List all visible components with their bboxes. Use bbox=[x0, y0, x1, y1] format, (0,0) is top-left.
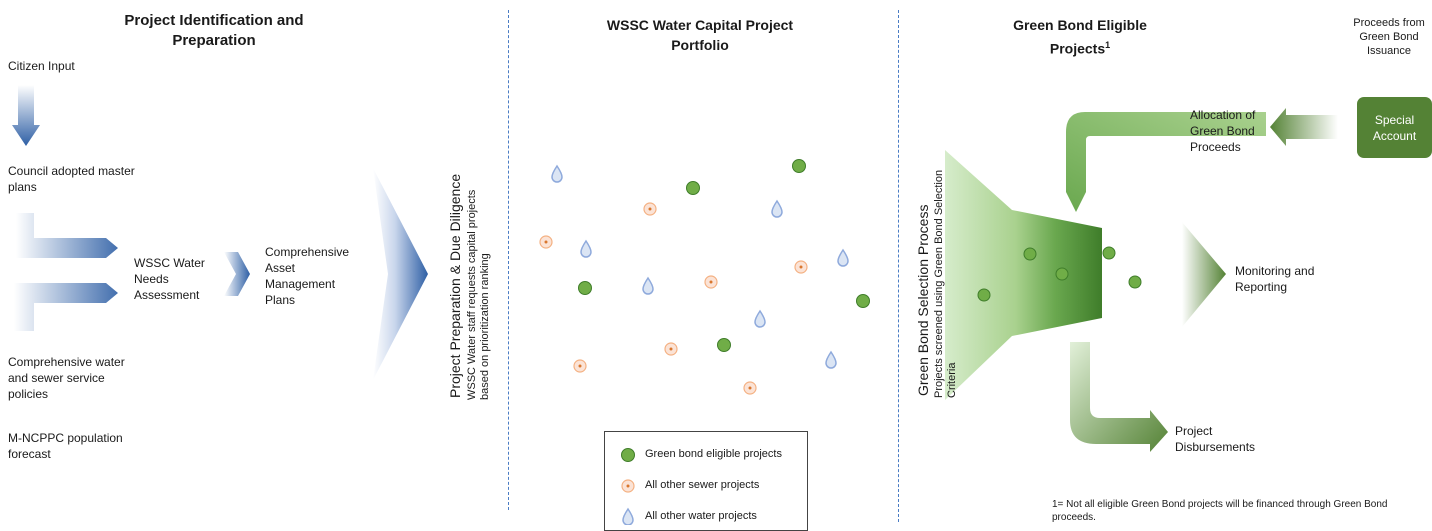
sewer-project-dot bbox=[664, 342, 678, 356]
water-project-drops bbox=[551, 164, 849, 369]
funnel-dot bbox=[1055, 267, 1069, 281]
monitoring-arrow bbox=[1182, 222, 1226, 327]
allocation-label: Allocation of Green Bond Proceeds bbox=[1190, 108, 1256, 154]
special-account-box: Special Account bbox=[1357, 97, 1432, 158]
green-bond-title-text: Green Bond Eligible Projects bbox=[1013, 17, 1147, 57]
footnote-text: 1= Not all eligible Green Bond projects … bbox=[1052, 499, 1388, 523]
disbursements-label: Project Disbursements bbox=[1175, 424, 1256, 454]
funnel-dot bbox=[977, 288, 991, 302]
sewer-project-dot bbox=[539, 235, 553, 249]
selection-process-title: Green Bond Selection Process bbox=[915, 204, 931, 396]
water-drop-icon bbox=[580, 239, 592, 258]
sewer-project-dot bbox=[573, 359, 587, 373]
special-account-label: Special Account bbox=[1372, 112, 1417, 143]
sewer-project-dots bbox=[539, 202, 808, 395]
sewer-project-dot bbox=[704, 275, 718, 289]
footnote-marker: 1 bbox=[1105, 40, 1111, 50]
water-drop-icon bbox=[837, 248, 849, 267]
disbursement-elbow-arrow bbox=[1070, 342, 1168, 452]
monitoring-label: Monitoring and Reporting bbox=[1235, 264, 1315, 294]
council-plans-label: Council adopted master plans bbox=[8, 164, 135, 194]
sewer-dot-icon bbox=[621, 479, 635, 493]
legend-sewer-label: All other sewer projects bbox=[645, 479, 760, 491]
proceeds-label: Proceeds from Green Bond Issuance bbox=[1353, 17, 1425, 57]
citizen-input-label: Citizen Input bbox=[8, 59, 75, 73]
asset-plans-label: Comprehensive Asset Management Plans bbox=[265, 245, 350, 307]
water-drop-icon bbox=[642, 276, 654, 295]
policies-label: Comprehensive water and sewer service po… bbox=[8, 355, 125, 401]
green-project-dot bbox=[856, 294, 870, 308]
forecast-label: M-NCPPC population forecast bbox=[8, 431, 123, 461]
elbow-arrow-top bbox=[16, 213, 118, 258]
elbow-arrow-bottom bbox=[14, 283, 118, 331]
water-drop-icon bbox=[551, 164, 563, 183]
green-project-dot bbox=[686, 181, 700, 195]
water-drop-icon bbox=[754, 309, 766, 328]
allocation-elbow-arrow bbox=[1066, 112, 1266, 212]
sewer-project-dot bbox=[794, 260, 808, 274]
due-diligence-subtitle: WSSC Water staff requests capital projec… bbox=[466, 189, 491, 400]
needs-assessment-label: WSSC Water Needs Assessment bbox=[134, 256, 205, 302]
selection-process-subtitle: Projects screened using Green Bond Selec… bbox=[933, 169, 958, 398]
green-project-dot bbox=[717, 338, 731, 352]
legend-green-label: Green bond eligible projects bbox=[645, 448, 782, 460]
funnel-dot bbox=[1023, 247, 1037, 261]
right-arrow-small bbox=[224, 252, 250, 296]
legend-water-label: All other water projects bbox=[645, 510, 757, 522]
big-chevron-arrow bbox=[373, 168, 428, 380]
due-diligence-title: Project Preparation & Due Diligence bbox=[447, 173, 463, 398]
green-dot-icon bbox=[621, 448, 635, 462]
left-arrow-from-account bbox=[1270, 108, 1338, 146]
sewer-project-dot bbox=[743, 381, 757, 395]
divider-right bbox=[898, 10, 899, 522]
green-bond-title: Green Bond Eligible Projects1 bbox=[1010, 15, 1150, 59]
portfolio-title: WSSC Water Capital Project Portfolio bbox=[606, 17, 794, 53]
divider-left bbox=[508, 10, 509, 510]
funnel-dot bbox=[1102, 246, 1116, 260]
legend: Green bond eligible projects All other s… bbox=[604, 431, 808, 531]
funnel-dot bbox=[1128, 275, 1142, 289]
water-drop-icon bbox=[622, 507, 634, 525]
green-project-dots bbox=[578, 159, 870, 352]
green-project-dot bbox=[792, 159, 806, 173]
col1-title: Project Identification and Preparation bbox=[124, 12, 304, 49]
green-project-dot bbox=[578, 281, 592, 295]
sewer-project-dot bbox=[643, 202, 657, 216]
selection-funnel bbox=[945, 150, 1102, 400]
down-arrow-icon bbox=[12, 85, 40, 146]
water-drop-icon bbox=[771, 199, 783, 218]
water-drop-icon bbox=[825, 350, 837, 369]
